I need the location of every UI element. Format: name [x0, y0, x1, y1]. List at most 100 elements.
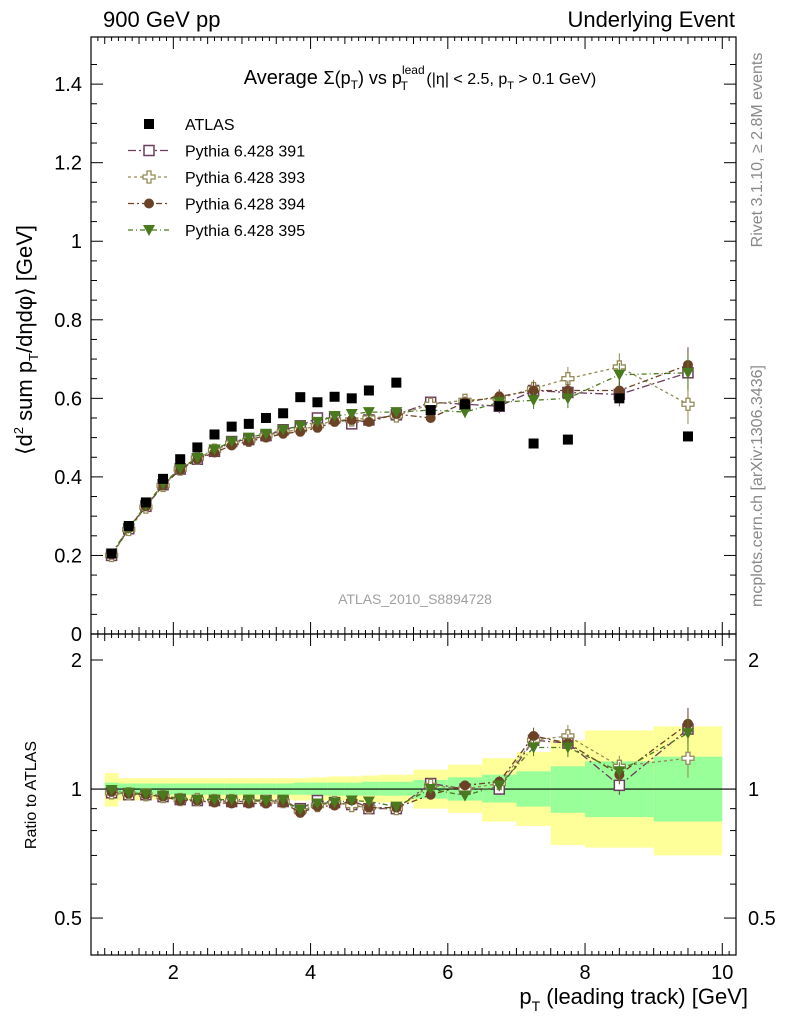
mc-point [363, 416, 374, 427]
header-left: 900 GeV pp [103, 7, 220, 32]
mc-point [390, 407, 403, 419]
title-lead-sup: lead [402, 63, 425, 77]
atlas-data-point [123, 520, 134, 531]
main-plot-series [104, 347, 695, 563]
ratio-plot-series [104, 707, 695, 818]
legend-marker [144, 119, 154, 129]
title-sigma: Σ(p [323, 68, 350, 88]
mc-point [613, 369, 626, 381]
ratio-point [424, 784, 437, 796]
legend-label: ATLAS [185, 117, 235, 134]
atlas-data-point [312, 397, 323, 408]
atlas-data-point [528, 438, 539, 449]
xlabel-a: p [519, 984, 531, 1009]
atlas-data-point [295, 392, 306, 403]
ratio-point [493, 780, 506, 792]
ratio-point [122, 787, 135, 799]
side-label-top: Rivet 3.1.10, ≥ 2.8M events [749, 53, 766, 248]
header-right: Underlying Event [567, 7, 735, 32]
ratio-y-tick-label-right: 0.5 [748, 908, 776, 930]
atlas-data-point [682, 431, 693, 442]
ratio-point [362, 796, 375, 808]
mc-point [277, 424, 290, 436]
watermark: ATLAS_2010_S8894728 [338, 591, 492, 607]
ratio-point [225, 794, 238, 806]
ylabel-a-sup: 2 [11, 427, 26, 434]
ylabel-b-sub: T [26, 353, 41, 361]
ratio-point [345, 795, 358, 807]
y-tick-label: 0.8 [54, 310, 82, 332]
y-tick-label: 0.2 [54, 545, 82, 567]
x-tick-label: 4 [305, 962, 316, 984]
atlas-data-point [329, 391, 340, 402]
atlas-data-point [459, 399, 470, 410]
mc-point [328, 411, 341, 423]
atlas-data-point [260, 412, 271, 423]
ratio-point [561, 742, 574, 754]
mc-point [425, 412, 436, 423]
mc-point [561, 393, 574, 405]
ratio-point [328, 797, 341, 809]
mc-point [174, 463, 187, 475]
ratio-point [208, 794, 221, 806]
xlabel-a-sub: T [532, 998, 541, 1014]
x-tick-label: 8 [579, 962, 590, 984]
atlas-data-point [192, 442, 203, 453]
mc-point [259, 428, 272, 440]
x-tick-label: 10 [711, 962, 733, 984]
ylabel-a: ⟨d [12, 434, 37, 455]
legend-marker [144, 198, 154, 209]
ratio-y-tick-label: 1 [71, 779, 82, 801]
atlas-data-point [278, 408, 289, 419]
atlas-data-point [140, 497, 151, 508]
mc-point [681, 367, 694, 379]
y-tick-label: 0.6 [54, 388, 82, 410]
y-tick-label: 1.4 [54, 74, 82, 96]
ratio-point [191, 794, 204, 806]
ratio-point [459, 780, 470, 791]
mc-point [208, 444, 221, 456]
title-vs: ) vs p [358, 68, 402, 88]
atlas-data-point [106, 548, 117, 559]
mc-point [561, 372, 575, 386]
legend-label: Pythia 6.428 395 [185, 223, 305, 240]
ratio-point [242, 794, 255, 806]
x-axis-label: pT (leading track) [GeV] [519, 984, 748, 1014]
title-cut-sub: T [507, 80, 514, 92]
title-lead-sub: T [401, 79, 409, 93]
x-tick-label: 6 [442, 962, 453, 984]
legend: ATLAS Pythia 6.428 391 Pythia 6.428 393 Pyt… [128, 117, 305, 240]
ratio-bands [91, 726, 736, 856]
ratio-y-tick-label-right: 2 [748, 650, 759, 672]
ratio-point [527, 742, 540, 754]
ratio-point [458, 790, 471, 802]
legend-label: Pythia 6.428 391 [185, 144, 305, 161]
mc-point [527, 395, 540, 407]
mc-series-line [111, 364, 689, 556]
legend-label: Pythia 6.428 394 [185, 197, 305, 214]
ratio-point [681, 751, 695, 765]
mc-series-line [111, 366, 689, 556]
ratio-point [259, 795, 272, 807]
legend-marker [143, 144, 155, 157]
mc-point [362, 407, 375, 419]
title-main: Average [244, 67, 324, 89]
y-tick-label: 1.2 [54, 153, 82, 175]
ratio-point [390, 801, 403, 813]
mc-point [345, 409, 358, 421]
xlabel-b: (leading track) [GeV] [540, 984, 748, 1009]
plot-title: Average Σ(pT) vs plead T (|η| < 2.5, pT >… [244, 63, 596, 93]
ratio-point [277, 794, 290, 806]
mc-point [191, 453, 204, 465]
ratio-y-tick-label: 0.5 [54, 908, 82, 930]
ratio-point [294, 804, 307, 816]
ratio-y-label: Ratio to ATLAS [23, 741, 40, 849]
ratio-point [613, 766, 626, 778]
atlas-data-point [175, 454, 186, 465]
ratio-y-tick-label-right: 1 [748, 779, 759, 801]
ratio-point [139, 788, 152, 800]
mc-point [614, 385, 625, 396]
y-tick-label: 1 [71, 231, 82, 253]
title-cut1: (|η| < 2.5, p [422, 71, 507, 88]
ratio-point [311, 798, 324, 810]
